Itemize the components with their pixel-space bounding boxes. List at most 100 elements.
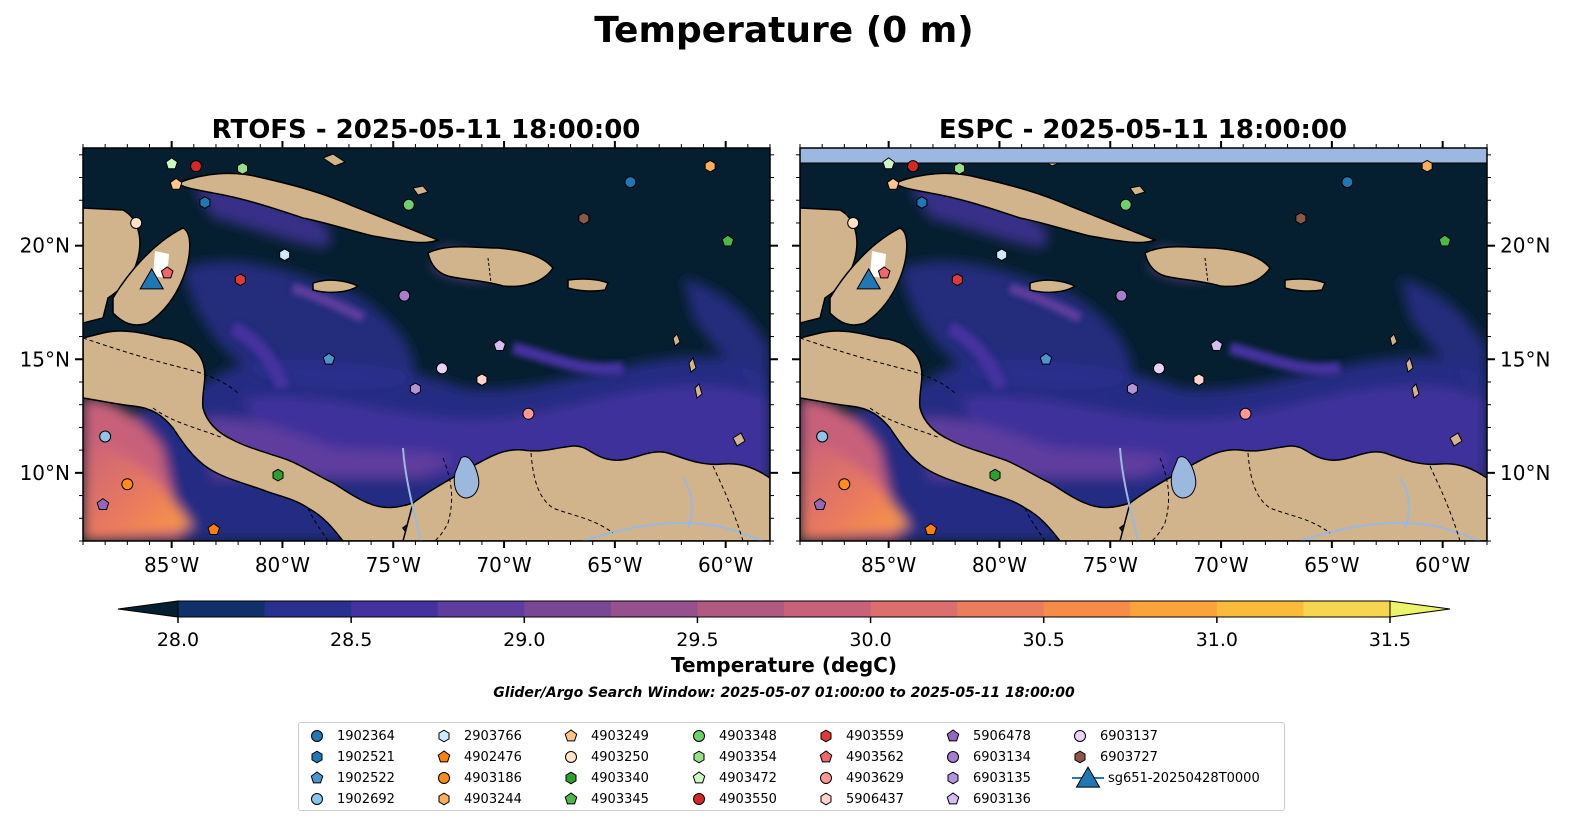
float-marker-5906437 — [1193, 373, 1205, 387]
colorbar-bin — [437, 601, 525, 617]
legend-item: 1902364 — [309, 726, 395, 746]
legend-marker-circle — [947, 751, 959, 763]
legend-item: 4903559 — [818, 726, 904, 746]
lat-tick-label: 20°N — [20, 234, 70, 258]
legend-label: 4902476 — [464, 749, 522, 765]
colorbar-bin — [351, 601, 439, 617]
legend-marker-circle — [438, 772, 450, 784]
float-marker-5906437 — [476, 373, 488, 387]
float-marker-5906478 — [96, 497, 110, 511]
legend-label: 1902522 — [337, 770, 395, 786]
legend-item: 1902522 — [309, 768, 395, 788]
legend-label: 4903550 — [719, 791, 777, 807]
legend-marker-icon — [1072, 766, 1104, 788]
legend-marker-hexagon — [1074, 750, 1086, 764]
lon-tick-label: 70°W — [476, 553, 531, 577]
float-marker-4903345 — [721, 234, 735, 247]
float-marker-sg651-20250428T0000 — [139, 267, 165, 290]
lon-tick-label: 65°W — [1304, 553, 1359, 577]
lon-tick-label: 85°W — [144, 553, 199, 577]
float-marker-6903136 — [493, 338, 506, 352]
lon-tick-label: 60°W — [1415, 553, 1470, 577]
figure-title: Temperature (0 m) — [594, 10, 973, 51]
float-marker-4903354 — [237, 162, 249, 175]
colorbar-tick-label: 28.0 — [157, 629, 199, 651]
legend-item: 6903134 — [945, 747, 1031, 767]
legend-marker-circle — [565, 751, 577, 763]
colorbar-bin — [1130, 601, 1218, 617]
legend-marker-pentagon — [946, 729, 960, 742]
legend-marker-hexagon — [820, 792, 832, 806]
legend-item: 6903727 — [1072, 747, 1158, 767]
legend-marker-pentagon — [310, 771, 324, 784]
legend-marker-circle — [820, 772, 832, 784]
float-marker-4903249 — [169, 177, 183, 190]
colorbar-bin — [697, 601, 785, 617]
legend-item: 4903186 — [436, 768, 522, 788]
colorbar-tick-label: 31.0 — [1196, 629, 1238, 651]
legend-label: 4903186 — [464, 770, 522, 786]
float-marker-4903244 — [1421, 159, 1433, 173]
legend-label: 6903727 — [1100, 749, 1158, 765]
colorbar-bin — [264, 601, 352, 617]
float-marker-4903340 — [989, 468, 1001, 482]
float-marker-6903136 — [1210, 338, 1223, 352]
float-marker-1902692 — [99, 430, 112, 443]
colorbar-tick-label: 31.5 — [1369, 629, 1411, 651]
float-marker-1902522 — [1039, 352, 1053, 365]
legend-item: 4903340 — [563, 768, 649, 788]
legend-label: 4903250 — [591, 749, 649, 765]
legend-marker-icon — [693, 750, 705, 764]
legend-marker-icon — [947, 771, 959, 785]
float-marker-4903186 — [121, 478, 134, 491]
legend-item: 1902521 — [309, 747, 395, 767]
legend-marker-hexagon — [693, 750, 705, 764]
search-window-note: Glider/Argo Search Window: 2025-05-07 01… — [493, 685, 1075, 701]
colorbar-bin — [870, 601, 958, 617]
float-marker-4903550 — [190, 160, 203, 173]
float-marker-4903250 — [130, 216, 143, 229]
legend-item: 5906478 — [945, 726, 1031, 746]
lat-tick-label: 15°N — [20, 347, 70, 371]
legend-marker-icon — [311, 793, 323, 805]
legend-label: 1902521 — [337, 749, 395, 765]
legend-marker-icon — [438, 792, 450, 806]
legend-item: 6903137 — [1072, 726, 1158, 746]
legend-marker-icon — [565, 751, 577, 763]
no-data-band — [800, 148, 1487, 163]
legend-marker-icon — [820, 772, 832, 784]
legend-marker-icon — [693, 793, 705, 805]
colorbar-bin — [784, 601, 872, 617]
float-marker-6903134 — [1115, 289, 1128, 302]
lat-tick-label: 10°N — [1500, 461, 1550, 485]
legend-marker-triangle — [1075, 766, 1101, 788]
legend-label: 6903134 — [973, 749, 1031, 765]
colorbar-label: Temperature (degC) — [671, 653, 897, 677]
float-marker-4903250 — [847, 216, 860, 229]
legend-label: 4903249 — [591, 728, 649, 744]
legend-marker-circle — [311, 793, 323, 805]
lon-tick-label: 60°W — [698, 553, 753, 577]
legend-label: 1902692 — [337, 791, 395, 807]
float-marker-sg651-20250428T0000 — [856, 267, 882, 290]
float-marker-4903340 — [272, 468, 284, 482]
lon-tick-label: 65°W — [587, 553, 642, 577]
legend-marker-hexagon — [947, 771, 959, 785]
legend-marker-icon — [692, 771, 706, 784]
lon-tick-label: 75°W — [1083, 553, 1138, 577]
legend-marker-icon — [437, 750, 451, 763]
legend-item: 4902476 — [436, 747, 522, 767]
colorbar-tick-label: 30.5 — [1023, 629, 1065, 651]
float-marker-6903727 — [578, 212, 590, 225]
float-marker-1902364 — [624, 176, 637, 189]
legend-item: 4903249 — [563, 726, 649, 746]
legend-label: 5906437 — [846, 791, 904, 807]
float-marker-1902692 — [816, 430, 829, 443]
legend-item: 4903250 — [563, 747, 649, 767]
legend-item: 4903562 — [818, 747, 904, 767]
float-marker-4902476 — [924, 522, 938, 536]
legend-marker-pentagon — [437, 750, 451, 763]
colorbar-extend-low — [117, 600, 179, 618]
colorbar-bin — [1043, 601, 1131, 617]
